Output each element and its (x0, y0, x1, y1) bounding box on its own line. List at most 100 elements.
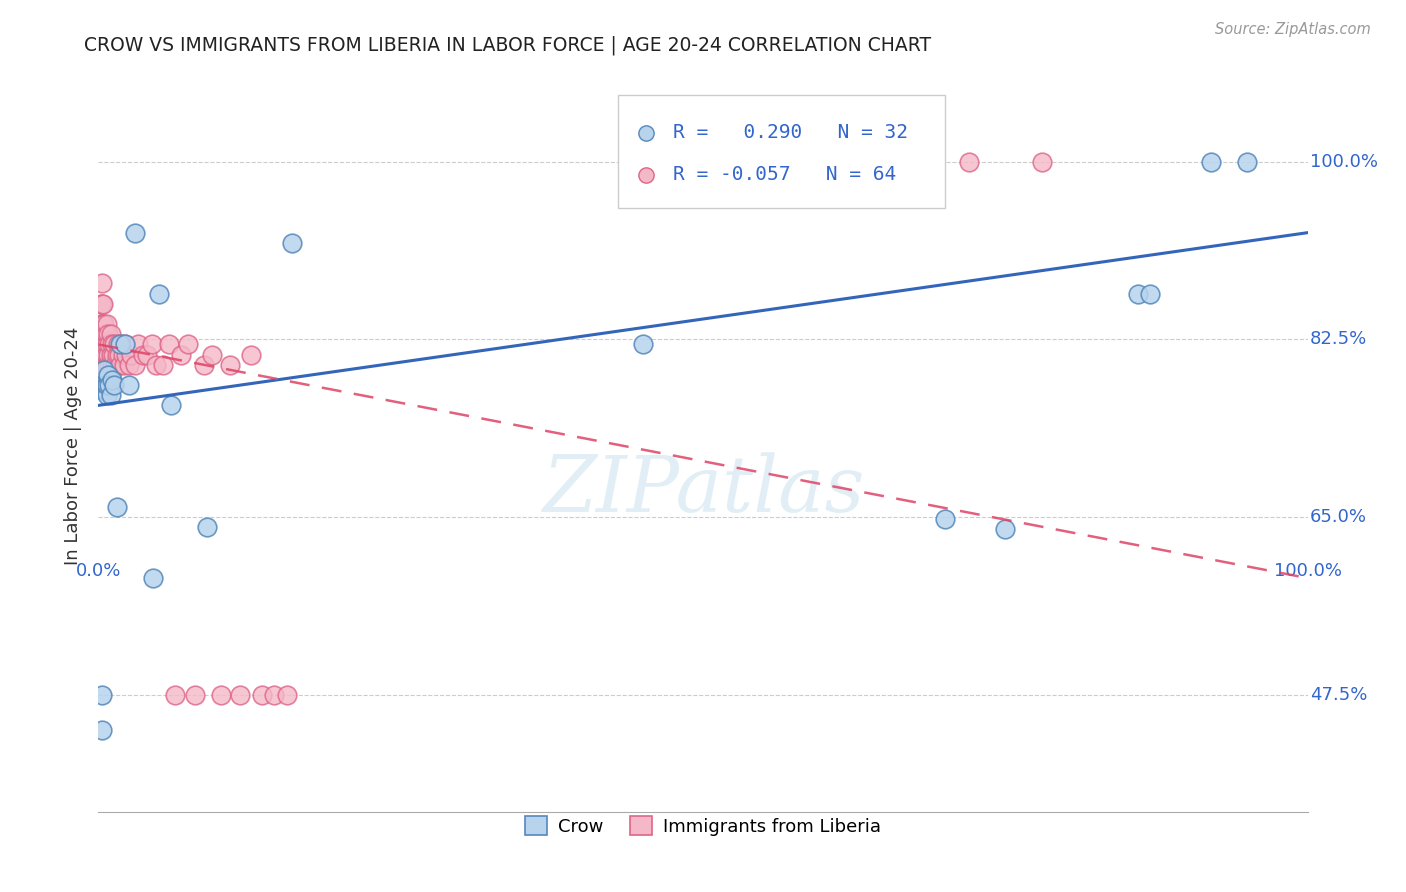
Point (96, 317, 118, 331)
Point (91, 723, 114, 738)
Point (934, 512, 956, 526)
Point (195, 520, 218, 534)
Point (276, 688, 298, 702)
Point (209, 688, 232, 702)
Point (91, 317, 114, 331)
Point (97, 347, 120, 362)
Point (100, 327, 122, 342)
Point (250, 688, 273, 702)
Text: ZIPatlas: ZIPatlas (541, 451, 865, 528)
Legend: Crow, Immigrants from Liberia: Crow, Immigrants from Liberia (517, 809, 889, 843)
Point (96, 378, 118, 392)
Y-axis label: In Labor Force | Age 20-24: In Labor Force | Age 20-24 (65, 326, 83, 566)
Point (91, 688, 114, 702)
Point (97, 327, 120, 342)
Point (100, 337, 122, 351)
Point (124, 358, 146, 372)
Point (98, 378, 121, 392)
Point (94, 327, 117, 342)
Point (94, 368, 117, 382)
Point (91, 383, 114, 397)
Point (107, 337, 129, 351)
Point (281, 235, 304, 250)
Point (93, 383, 115, 397)
Point (111, 347, 134, 362)
Point (229, 688, 252, 702)
Point (135, 347, 157, 362)
Point (160, 398, 183, 412)
Point (169, 347, 191, 362)
Point (1139, 286, 1161, 301)
Point (97, 368, 120, 382)
Point (94, 383, 117, 397)
Point (103, 337, 125, 351)
Point (96, 388, 118, 402)
Point (100, 358, 122, 372)
Point (152, 358, 174, 372)
Text: Source: ZipAtlas.com: Source: ZipAtlas.com (1215, 22, 1371, 37)
Point (103, 378, 125, 392)
Point (100, 373, 122, 387)
Point (145, 358, 167, 372)
Point (193, 358, 215, 372)
Point (93, 363, 115, 377)
Point (263, 688, 285, 702)
Point (91, 317, 114, 331)
Point (108, 337, 131, 351)
Point (93, 337, 115, 351)
Point (118, 378, 141, 392)
Text: 100.0%: 100.0% (1310, 153, 1378, 170)
Point (96, 358, 118, 372)
Text: 47.5%: 47.5% (1310, 686, 1368, 704)
Point (114, 337, 136, 351)
Point (108, 347, 131, 362)
Point (108, 358, 131, 372)
Point (141, 337, 163, 351)
Point (148, 286, 170, 301)
Point (132, 347, 155, 362)
Point (90, 317, 112, 331)
Point (100, 347, 122, 362)
Text: CROW VS IMMIGRANTS FROM LIBERIA IN LABOR FORCE | AGE 20-24 CORRELATION CHART: CROW VS IMMIGRANTS FROM LIBERIA IN LABOR… (84, 36, 932, 55)
Point (101, 347, 124, 362)
Point (120, 347, 142, 362)
Point (100, 368, 122, 382)
Point (994, 522, 1017, 536)
Point (163, 688, 186, 702)
Point (1236, 154, 1258, 169)
Point (631, 337, 654, 351)
Point (94, 347, 117, 362)
Point (124, 226, 146, 240)
Point (219, 358, 242, 372)
FancyBboxPatch shape (619, 95, 945, 209)
Point (127, 337, 149, 351)
Point (177, 337, 200, 351)
Point (114, 337, 136, 351)
Point (201, 347, 224, 362)
Point (90, 297, 112, 311)
Text: 100.0%: 100.0% (1274, 562, 1341, 580)
Point (112, 358, 135, 372)
Point (98, 337, 121, 351)
Text: R =   0.290   N = 32: R = 0.290 N = 32 (672, 123, 908, 142)
Point (93, 317, 115, 331)
Point (239, 347, 262, 362)
Point (91, 277, 114, 291)
Point (118, 358, 141, 372)
Point (1128, 286, 1150, 301)
Point (115, 347, 138, 362)
Point (98, 358, 121, 372)
Point (157, 337, 180, 351)
Point (97, 368, 120, 382)
Point (142, 571, 165, 585)
Point (100, 388, 122, 402)
Text: 82.5%: 82.5% (1310, 330, 1367, 349)
Point (1199, 154, 1222, 169)
Point (957, 154, 980, 169)
Point (93, 358, 115, 372)
Point (91, 373, 114, 387)
Text: R = -0.057   N = 64: R = -0.057 N = 64 (672, 165, 896, 185)
Text: 65.0%: 65.0% (1310, 508, 1367, 526)
Point (1031, 154, 1053, 169)
Point (91, 297, 114, 311)
